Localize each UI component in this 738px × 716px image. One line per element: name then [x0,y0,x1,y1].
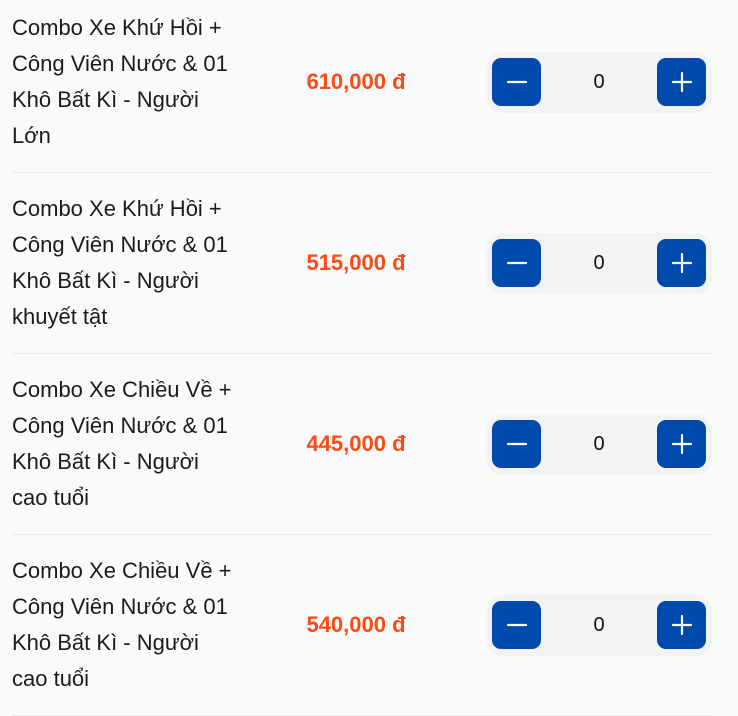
minus-icon [506,261,527,265]
increase-button[interactable] [657,58,706,106]
ticket-name: Combo Xe Chiều Về + Công Viên Nước & 01 … [12,377,232,510]
minus-icon [506,623,527,627]
ticket-price: 540,000 đ [306,612,406,637]
increase-button[interactable] [657,601,706,649]
increase-button[interactable] [657,420,706,468]
quantity-stepper: 0 [486,594,712,656]
minus-icon [506,80,527,84]
ticket-price: 610,000 đ [306,69,406,94]
ticket-name: Combo Xe Chiều Về + Công Viên Nước & 01 … [12,558,232,691]
decrease-button[interactable] [492,239,541,287]
decrease-button[interactable] [492,58,541,106]
increase-button[interactable] [657,239,706,287]
quantity-stepper: 0 [486,413,712,475]
ticket-row: Combo Xe Chiều Về + Công Viên Nước & 01 … [12,535,712,716]
quantity-stepper: 0 [486,51,712,113]
ticket-row: Combo Xe Khứ Hồi + Công Viên Nước & 01 K… [12,173,712,354]
minus-icon [506,442,527,446]
decrease-button[interactable] [492,420,541,468]
plus-icon [671,614,692,636]
ticket-name: Combo Xe Khứ Hồi + Công Viên Nước & 01 K… [12,15,228,148]
plus-icon [671,71,692,93]
ticket-price: 515,000 đ [306,250,406,275]
quantity-value[interactable]: 0 [593,613,605,636]
ticket-row: Combo Xe Chiều Về + Công Viên Nước & 01 … [12,354,712,535]
plus-icon [671,433,692,455]
quantity-value[interactable]: 0 [593,432,605,455]
quantity-stepper: 0 [486,232,712,294]
ticket-price: 445,000 đ [306,431,406,456]
plus-icon [671,252,692,274]
decrease-button[interactable] [492,601,541,649]
ticket-list: Combo Xe Khứ Hồi + Công Viên Nước & 01 K… [12,0,712,716]
ticket-row: Combo Xe Khứ Hồi + Công Viên Nước & 01 K… [12,0,712,173]
quantity-value[interactable]: 0 [593,70,605,93]
quantity-value[interactable]: 0 [593,251,605,274]
ticket-name: Combo Xe Khứ Hồi + Công Viên Nước & 01 K… [12,196,228,329]
